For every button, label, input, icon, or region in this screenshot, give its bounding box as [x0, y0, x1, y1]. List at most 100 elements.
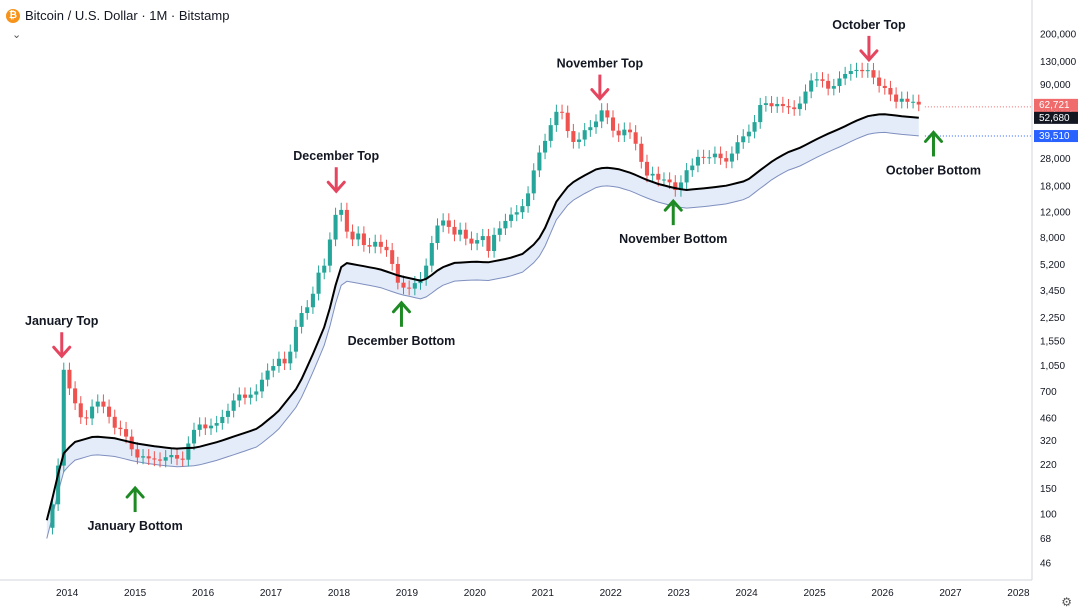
last-price-tag: 62,721 [1039, 100, 1070, 111]
bottom-arrowhead-icon [923, 130, 943, 143]
candle-body [344, 209, 349, 232]
candle-body [231, 400, 236, 411]
candle-body [191, 429, 197, 444]
candle-body [695, 156, 700, 166]
candle-body [339, 209, 344, 215]
candle-body [356, 233, 361, 240]
candle-body [622, 129, 627, 136]
x-tick-label: 2014 [56, 588, 79, 599]
candle-body [186, 443, 191, 460]
candle-body [792, 107, 797, 110]
candle-body [724, 158, 729, 162]
candle-body [407, 287, 412, 289]
candle-body [911, 101, 916, 103]
annotation-label-top: December Top [293, 149, 379, 163]
candle-body [220, 416, 225, 424]
candle-body [543, 140, 548, 153]
candle-body [627, 129, 633, 133]
candle-body [480, 236, 485, 241]
candle-body [242, 394, 248, 398]
ma-value-tag: 52,680 [1039, 113, 1070, 124]
y-tick-label: 1,050 [1040, 361, 1065, 372]
annotation-label-top: November Top [557, 57, 644, 71]
y-tick-label: 68 [1040, 534, 1052, 545]
candle-body [67, 369, 72, 389]
bottom-arrowhead-icon [125, 485, 145, 499]
ma-band-lower-line [46, 131, 919, 539]
chevron-down-icon[interactable]: ⌄ [12, 29, 22, 41]
annotation-label-bottom: November Bottom [619, 232, 727, 246]
candle-body [50, 504, 55, 528]
candle-body [650, 173, 655, 176]
candle-body [712, 153, 717, 158]
candle-body [843, 73, 848, 79]
ma-band-fill [46, 114, 919, 539]
candle-body [814, 79, 819, 81]
candle-body [107, 406, 112, 417]
top-arrowhead-icon [326, 180, 346, 194]
candle-body [763, 103, 768, 106]
candle-body [899, 98, 904, 102]
candle-body [327, 239, 332, 266]
candle-body [435, 225, 440, 244]
y-tick-label: 320 [1040, 436, 1057, 447]
candle-body [644, 161, 650, 176]
candle-body [141, 456, 146, 458]
x-tick-label: 2018 [328, 588, 351, 599]
y-tick-label: 130,000 [1040, 57, 1077, 68]
annotation-label-bottom: December Bottom [348, 334, 456, 348]
candle-body [90, 406, 95, 419]
candle-body [78, 403, 83, 418]
x-tick-label: 2024 [736, 588, 759, 599]
candle-body [514, 212, 519, 215]
candle-body [599, 110, 604, 122]
x-tick-label: 2027 [939, 588, 962, 599]
candle-body [412, 283, 417, 289]
candle-body [146, 456, 151, 459]
x-tick-label: 2020 [464, 588, 487, 599]
candle-body [84, 417, 89, 419]
candle-body [112, 416, 117, 428]
candle-body [831, 86, 836, 89]
candle-body [848, 71, 853, 74]
symbol-header[interactable]: ₿ Bitcoin / U.S. Dollar · 1M · Bitstamp [6, 8, 229, 23]
x-tick-label: 2028 [1007, 588, 1030, 599]
candle-body [582, 130, 587, 140]
candle-body [656, 173, 661, 180]
y-tick-label: 46 [1040, 559, 1052, 570]
candle-body [458, 229, 463, 235]
band-low-tag: 39,510 [1039, 131, 1070, 142]
candle-body [684, 170, 689, 183]
candle-body [152, 458, 157, 460]
candle-body [276, 358, 281, 367]
candle-body [61, 369, 66, 466]
x-tick-label: 2023 [668, 588, 691, 599]
annotation-label-top: October Top [832, 18, 906, 32]
x-tick-label: 2019 [396, 588, 419, 599]
candle-body [916, 101, 921, 105]
candle-body [565, 112, 570, 132]
candle-body [237, 394, 242, 401]
candle-body [837, 78, 842, 87]
y-tick-label: 5,200 [1040, 260, 1065, 271]
x-tick-label: 2022 [600, 588, 623, 599]
candle-body [56, 465, 61, 505]
gear-icon[interactable]: ⚙ [1061, 595, 1072, 609]
candle-body [293, 326, 298, 352]
candle-body [661, 179, 667, 181]
candle-body [673, 182, 678, 191]
candle-body [746, 131, 751, 137]
candle-body [797, 103, 802, 110]
y-tick-label: 2,250 [1040, 313, 1065, 324]
bitcoin-logo-icon: ₿ [6, 8, 20, 23]
candle-body [701, 156, 706, 158]
y-tick-label: 90,000 [1040, 80, 1071, 91]
candle-body [271, 366, 276, 371]
candle-body [265, 370, 270, 380]
candle-body [820, 79, 825, 81]
candle-body [826, 80, 831, 89]
candle-body [174, 455, 180, 459]
candle-body [124, 429, 129, 437]
